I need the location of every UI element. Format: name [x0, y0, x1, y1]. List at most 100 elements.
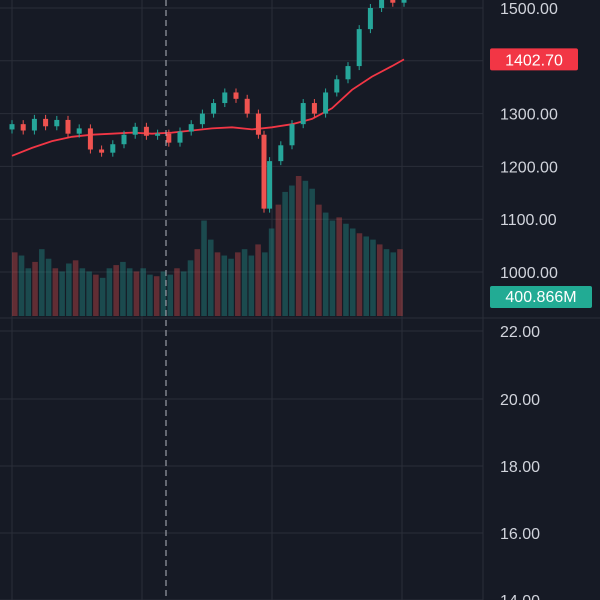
- candle-body: [166, 133, 172, 143]
- candle-body: [143, 126, 149, 136]
- volume-bar: [32, 261, 38, 316]
- volume-bar: [262, 252, 268, 316]
- volume-bar: [86, 271, 92, 316]
- volume-bar: [289, 185, 295, 316]
- volume-bar: [370, 239, 376, 316]
- volume-bar: [174, 268, 180, 316]
- candle-body: [401, 0, 407, 3]
- volume-bar: [356, 233, 363, 316]
- candle-layer: [9, 0, 407, 213]
- volume-bar: [106, 268, 113, 316]
- volume-bar: [113, 265, 119, 316]
- candle-body: [199, 113, 205, 125]
- candle-body: [211, 103, 217, 114]
- moving-average-layer: [11, 58, 405, 157]
- candle-body: [379, 0, 385, 8]
- volume-bar: [133, 271, 140, 316]
- candle-body: [261, 134, 267, 209]
- candle-body: [121, 134, 127, 145]
- lower-tick-label: 20.00: [500, 392, 540, 409]
- volume-label: 400.866M: [505, 289, 576, 306]
- volume-bar: [248, 255, 255, 316]
- volume-bar: [228, 258, 234, 316]
- volume-bar: [214, 252, 221, 316]
- candle-body: [20, 124, 26, 131]
- lower-tick-label: 14.00: [500, 593, 540, 600]
- volume-bar: [66, 263, 72, 316]
- candle-body: [65, 119, 71, 134]
- candle-body: [300, 103, 306, 125]
- volume-bar: [376, 244, 383, 316]
- price-tick-label: 1000.00: [500, 265, 558, 282]
- candle-body: [323, 92, 329, 114]
- volume-bar: [235, 252, 241, 316]
- candle-body: [110, 144, 116, 153]
- volume-bar: [282, 191, 288, 316]
- candle-body: [345, 66, 351, 80]
- candle-body: [390, 0, 396, 3]
- volume-badge: [490, 286, 592, 308]
- volume-bar: [201, 220, 207, 316]
- volume-bar: [99, 277, 106, 316]
- volume-bar: [390, 252, 397, 316]
- volume-bar: [126, 268, 133, 316]
- volume-bar: [153, 276, 160, 316]
- lower-tick-label: 16.00: [500, 526, 540, 543]
- volume-bar: [221, 255, 228, 316]
- candle-body: [43, 118, 49, 127]
- volume-bar: [302, 180, 309, 316]
- volume-bar: [295, 176, 302, 316]
- volume-bar: [329, 220, 336, 316]
- volume-bar: [343, 223, 349, 316]
- volume-bar: [180, 271, 187, 316]
- volume-bar: [18, 255, 25, 316]
- volume-bar: [93, 274, 99, 316]
- lower-tick-label: 18.00: [500, 459, 540, 476]
- price-tick-label: 1500.00: [500, 1, 558, 18]
- candle-body: [76, 128, 82, 134]
- volume-bar: [322, 212, 329, 316]
- candle-body: [9, 124, 15, 130]
- volume-bar: [309, 188, 315, 316]
- candle-body: [278, 145, 284, 162]
- volume-bar: [363, 236, 370, 316]
- volume-bar: [383, 249, 390, 316]
- moving-average-line: [11, 58, 405, 157]
- candle-body: [289, 124, 295, 146]
- volume-bar: [397, 249, 403, 316]
- price-tick-label: 1200.00: [500, 159, 558, 176]
- volume-bar: [336, 217, 342, 316]
- candle-body: [222, 92, 228, 104]
- price-tick-label: 1300.00: [500, 107, 558, 124]
- last-price-label: 1402.70: [505, 52, 563, 69]
- volume-bar: [52, 268, 59, 316]
- candle-body: [99, 149, 105, 153]
- volume-bar: [45, 258, 52, 316]
- volume-bar: [194, 249, 201, 316]
- candle-body: [31, 118, 37, 131]
- candle-body: [155, 133, 161, 136]
- volume-bar: [316, 204, 322, 316]
- candle-body: [132, 126, 138, 135]
- candle-body: [356, 29, 362, 67]
- volume-bar: [72, 260, 79, 316]
- volume-bar: [39, 249, 45, 316]
- volume-bar: [25, 268, 32, 316]
- volume-bar: [147, 274, 153, 316]
- candle-body: [87, 128, 93, 150]
- volume-bar: [349, 228, 356, 316]
- candle-body: [188, 124, 194, 132]
- volume-bar: [208, 239, 214, 316]
- candle-body: [334, 79, 340, 93]
- volume-bar: [255, 244, 261, 316]
- lower-tick-label: 22.00: [500, 324, 540, 341]
- volume-bar: [167, 274, 174, 316]
- volume-bar: [160, 271, 167, 316]
- candle-body: [54, 119, 60, 127]
- volume-layer: [12, 176, 403, 316]
- candle-body: [311, 103, 317, 114]
- last-price-badge: [490, 48, 578, 71]
- volume-bar: [187, 260, 194, 316]
